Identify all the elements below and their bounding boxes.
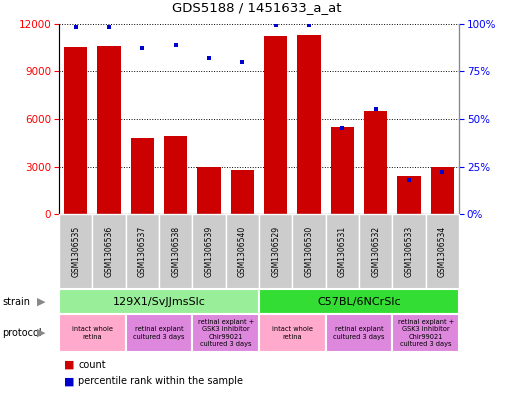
Point bbox=[305, 22, 313, 29]
Bar bbox=[226, 214, 259, 289]
Point bbox=[271, 22, 280, 29]
Text: GSM1306533: GSM1306533 bbox=[405, 226, 413, 277]
Bar bbox=[59, 314, 126, 352]
Text: ■: ■ bbox=[64, 376, 74, 386]
Point bbox=[338, 125, 346, 132]
Text: intact whole
retina: intact whole retina bbox=[272, 326, 313, 340]
Text: intact whole
retina: intact whole retina bbox=[72, 326, 113, 340]
Bar bbox=[131, 138, 154, 214]
Text: GSM1306530: GSM1306530 bbox=[305, 226, 313, 277]
Bar bbox=[292, 214, 326, 289]
Bar bbox=[231, 170, 254, 214]
Bar bbox=[59, 289, 259, 314]
Bar bbox=[159, 214, 192, 289]
Text: 129X1/SvJJmsSlc: 129X1/SvJJmsSlc bbox=[112, 297, 206, 307]
Text: retinal explant
cultured 3 days: retinal explant cultured 3 days bbox=[133, 326, 185, 340]
Bar bbox=[364, 111, 387, 214]
Text: retinal explant +
GSK3 inhibitor
Chir99021
cultured 3 days: retinal explant + GSK3 inhibitor Chir990… bbox=[398, 319, 454, 347]
Text: GSM1306535: GSM1306535 bbox=[71, 226, 80, 277]
Bar bbox=[198, 167, 221, 214]
Text: C57BL/6NCrSlc: C57BL/6NCrSlc bbox=[317, 297, 401, 307]
Text: retinal explant
cultured 3 days: retinal explant cultured 3 days bbox=[333, 326, 385, 340]
Bar bbox=[259, 214, 292, 289]
Text: GSM1306534: GSM1306534 bbox=[438, 226, 447, 277]
Text: ▶: ▶ bbox=[37, 328, 46, 338]
Point bbox=[171, 41, 180, 48]
Bar bbox=[92, 214, 126, 289]
Bar bbox=[259, 289, 459, 314]
Bar bbox=[392, 314, 459, 352]
Text: ■: ■ bbox=[64, 360, 74, 370]
Bar bbox=[392, 214, 426, 289]
Bar bbox=[431, 167, 454, 214]
Text: GSM1306538: GSM1306538 bbox=[171, 226, 180, 277]
Bar bbox=[59, 214, 92, 289]
Text: GSM1306531: GSM1306531 bbox=[338, 226, 347, 277]
Bar bbox=[64, 48, 87, 214]
Text: GSM1306532: GSM1306532 bbox=[371, 226, 380, 277]
Bar bbox=[426, 214, 459, 289]
Bar bbox=[192, 214, 226, 289]
Point bbox=[71, 24, 80, 31]
Point bbox=[438, 169, 446, 175]
Text: count: count bbox=[78, 360, 106, 370]
Text: GSM1306540: GSM1306540 bbox=[238, 226, 247, 277]
Text: strain: strain bbox=[3, 297, 31, 307]
Text: ▶: ▶ bbox=[37, 297, 46, 307]
Bar bbox=[264, 36, 287, 214]
Text: GSM1306536: GSM1306536 bbox=[105, 226, 113, 277]
Text: retinal explant +
GSK3 inhibitor
Chir99021
cultured 3 days: retinal explant + GSK3 inhibitor Chir990… bbox=[198, 319, 254, 347]
Bar bbox=[359, 214, 392, 289]
Bar bbox=[164, 136, 187, 214]
Bar bbox=[97, 46, 121, 214]
Text: protocol: protocol bbox=[3, 328, 42, 338]
Point bbox=[138, 45, 146, 51]
Text: GSM1306539: GSM1306539 bbox=[205, 226, 213, 277]
Bar bbox=[326, 214, 359, 289]
Bar bbox=[126, 214, 159, 289]
Bar bbox=[126, 314, 192, 352]
Text: GDS5188 / 1451633_a_at: GDS5188 / 1451633_a_at bbox=[172, 0, 341, 14]
Point bbox=[238, 59, 246, 65]
Point bbox=[405, 177, 413, 183]
Text: percentile rank within the sample: percentile rank within the sample bbox=[78, 376, 244, 386]
Bar bbox=[398, 176, 421, 214]
Bar bbox=[326, 314, 392, 352]
Text: GSM1306529: GSM1306529 bbox=[271, 226, 280, 277]
Point bbox=[205, 55, 213, 61]
Point bbox=[105, 24, 113, 31]
Bar bbox=[192, 314, 259, 352]
Bar bbox=[259, 314, 326, 352]
Text: GSM1306537: GSM1306537 bbox=[138, 226, 147, 277]
Bar bbox=[298, 35, 321, 214]
Bar bbox=[331, 127, 354, 214]
Point bbox=[371, 106, 380, 112]
